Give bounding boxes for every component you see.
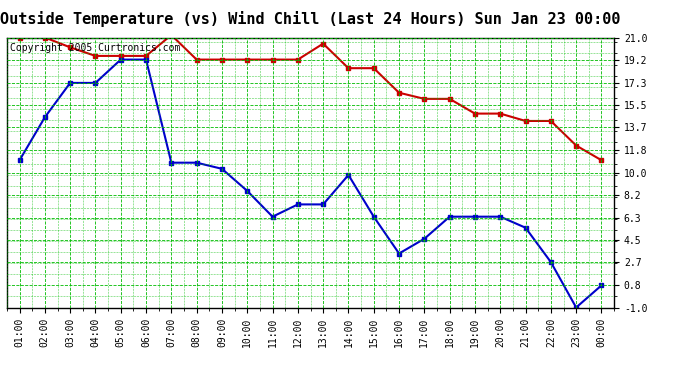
Text: Copyright 2005 Curtronics.com: Copyright 2005 Curtronics.com — [10, 43, 180, 53]
Text: Outside Temperature (vs) Wind Chill (Last 24 Hours) Sun Jan 23 00:00: Outside Temperature (vs) Wind Chill (Las… — [0, 11, 621, 27]
